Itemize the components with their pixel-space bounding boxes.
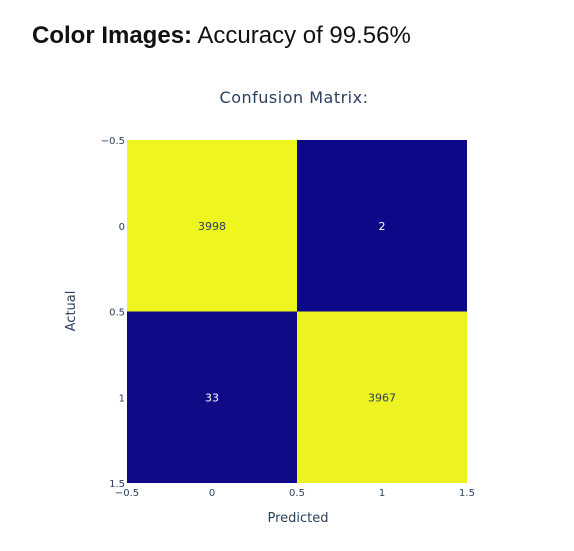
- x-tick-label: 1: [379, 488, 385, 499]
- y-tick-label: −0.5: [101, 136, 125, 147]
- headline-bold: Color Images:: [32, 22, 193, 49]
- headline-rest: Accuracy of 99.56%: [192, 22, 411, 49]
- cell-value-label-1-0: 33: [205, 391, 219, 404]
- y-axis-ticks: −0.5 0 0.5 1 1.5: [101, 136, 125, 490]
- x-axis-ticks: −0.5 0 0.5 1 1.5: [115, 488, 475, 499]
- cell-value-label-0-0: 3998: [198, 220, 226, 233]
- y-tick-label: 0: [119, 222, 125, 233]
- heatmap-cell-0-0: [127, 140, 297, 312]
- heatmap-cell-labels: 3998 2 33 3967: [198, 220, 396, 405]
- y-tick-label: 1: [119, 393, 125, 404]
- heatmap-cell-1-0: [127, 311, 297, 483]
- x-axis-title: Predicted: [267, 511, 328, 526]
- cell-value-label-1-1: 3967: [368, 391, 396, 404]
- cell-value-label-0-1: 2: [379, 220, 386, 233]
- chart-title: Confusion Matrix:: [220, 88, 369, 107]
- x-tick-label: 0.5: [289, 488, 305, 499]
- x-tick-label: 0: [209, 488, 215, 499]
- heatmap-cell-0-1: [297, 140, 467, 312]
- heatmap-cell-1-1: [297, 311, 467, 483]
- y-tick-label: 0.5: [109, 308, 125, 319]
- heatmap-cells: [127, 140, 467, 483]
- x-tick-label: 1.5: [459, 488, 475, 499]
- x-tick-label: −0.5: [115, 488, 139, 499]
- page-headline: Color Images: Accuracy of 99.56%: [32, 22, 411, 50]
- y-tick-label: 1.5: [109, 479, 125, 490]
- y-axis-title: Actual: [64, 291, 79, 332]
